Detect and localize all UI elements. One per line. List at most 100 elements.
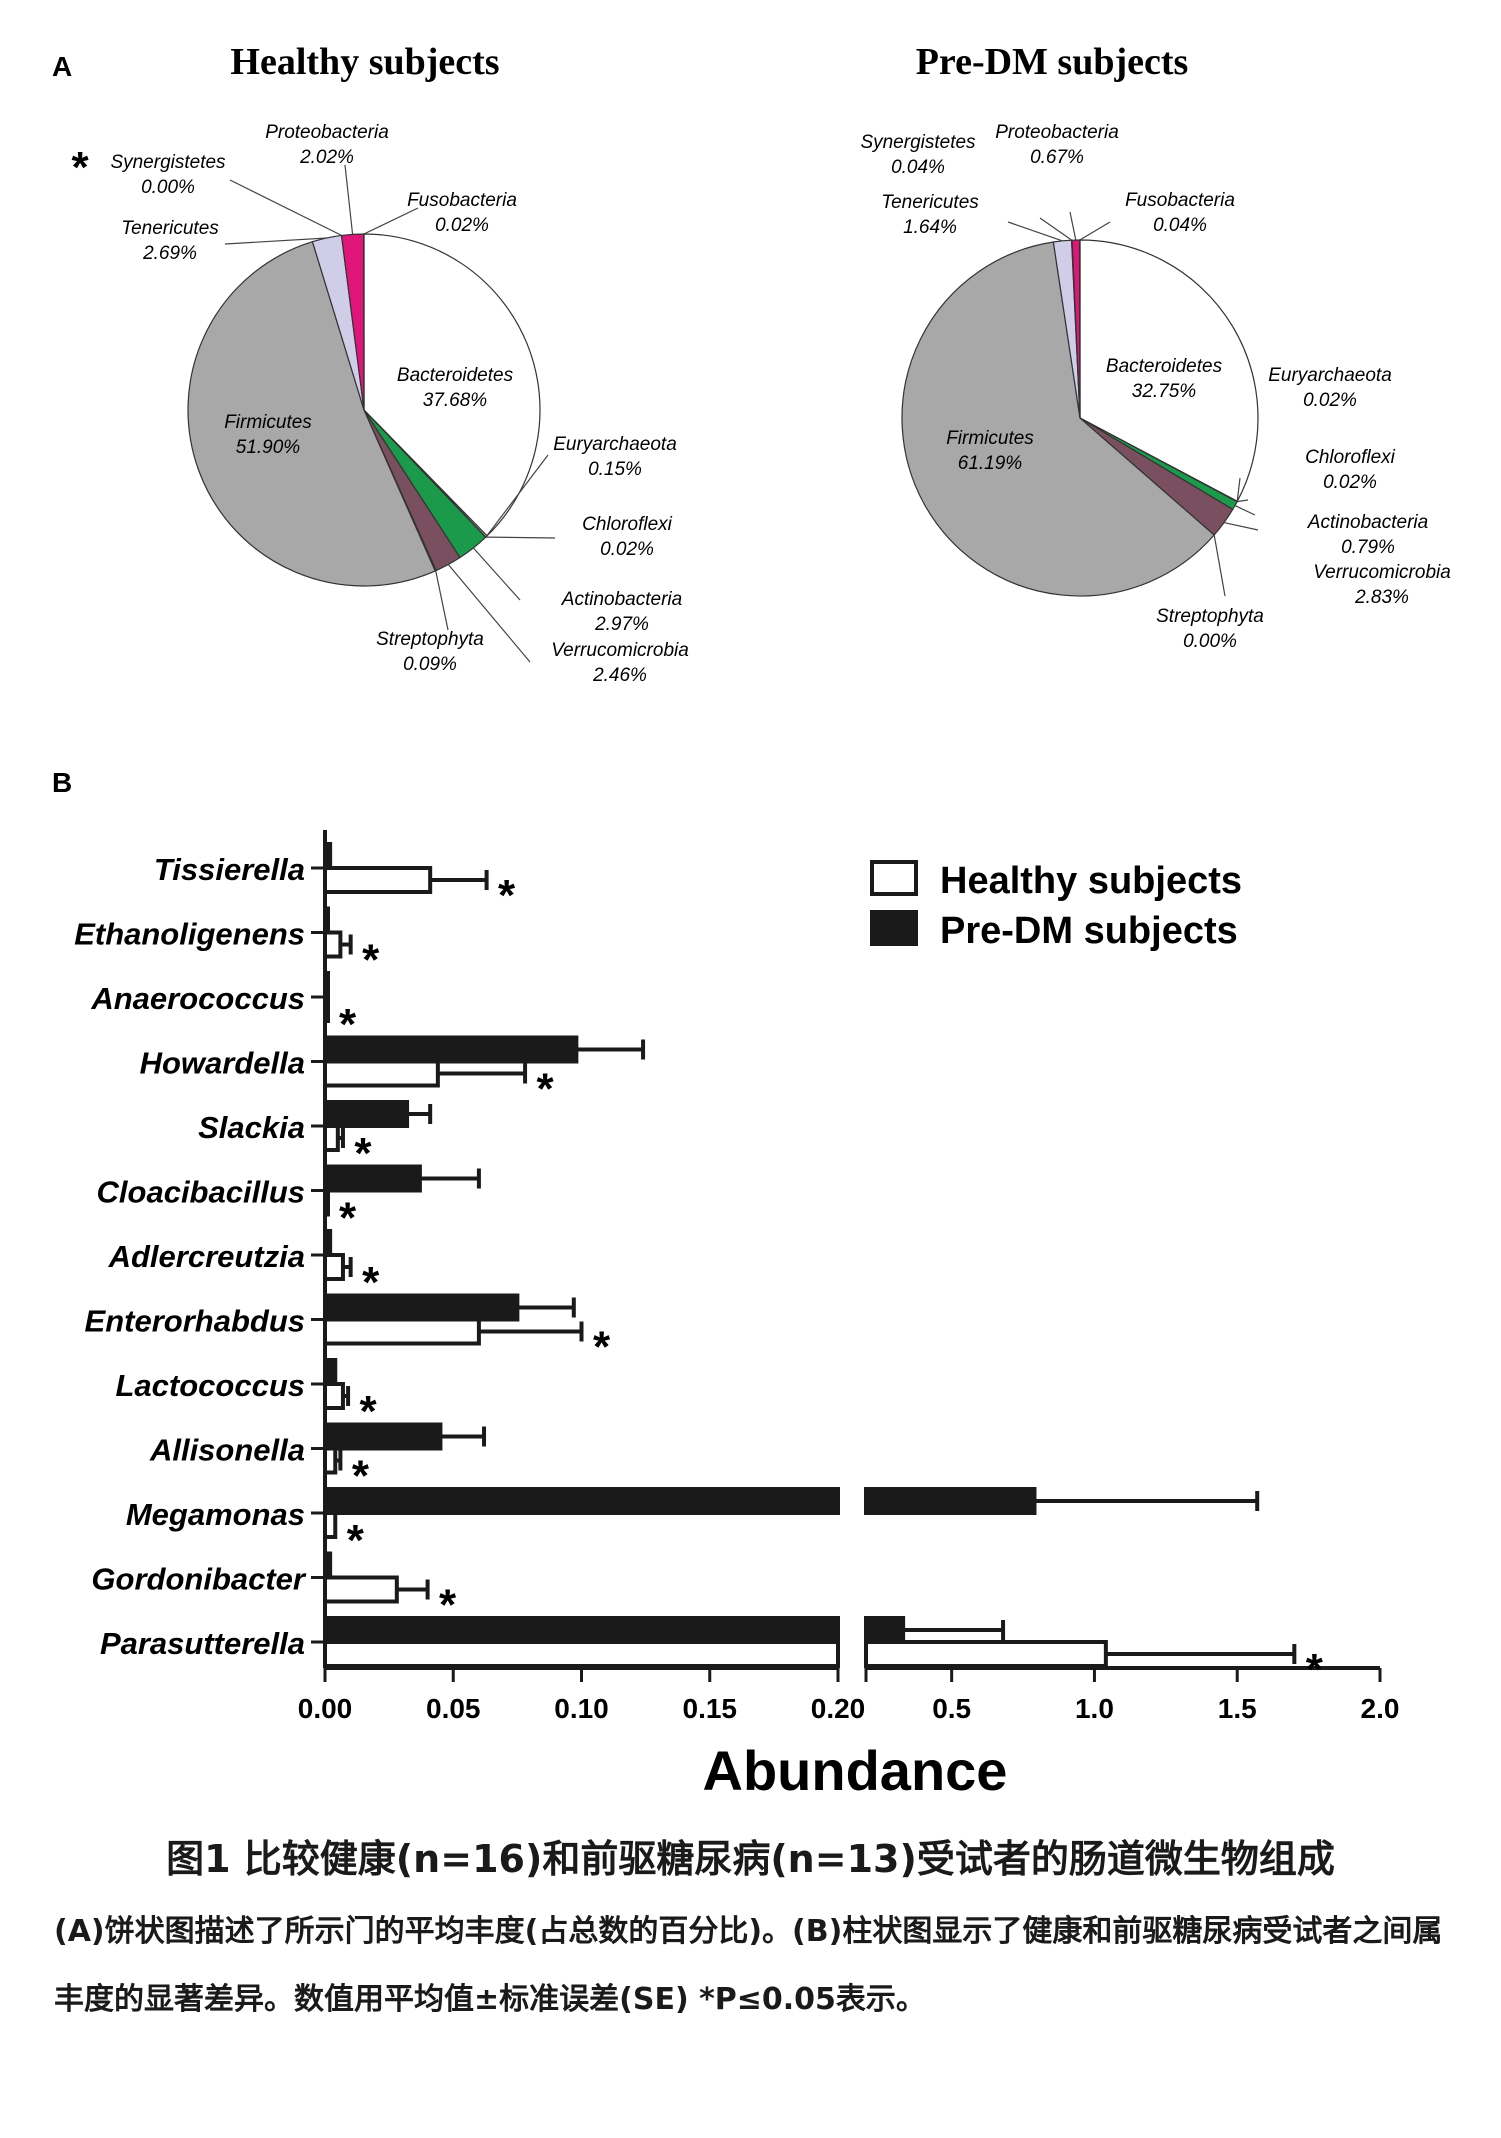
healthy-label-bacteroidetes: Bacteroidetes — [397, 365, 514, 386]
healthy-value-tenericutes: 2.69% — [142, 243, 197, 264]
bar-chart-marks: ************* — [323, 842, 1324, 1694]
bar-chart-tick-labels: 0.00 0.05 0.10 0.15 0.20 0.5 1.0 1.5 2.0 — [298, 1693, 1400, 1724]
predm-leader-streptophyta — [1213, 534, 1226, 597]
healthy-label-actinobacteria: Actinobacteria — [561, 589, 682, 610]
predm-label-chloroflexi: Chloroflexi — [1305, 447, 1396, 468]
significance-star-tissierella: * — [498, 871, 516, 920]
healthy-value-firmicutes: 51.90% — [236, 437, 301, 458]
predm-value-synergistetes: 0.04% — [891, 157, 945, 178]
category-label-gordonibacter: Gordonibacter — [91, 1562, 307, 1597]
category-label-parasutterella: Parasutterella — [100, 1626, 305, 1661]
category-label-allisonella: Allisonella — [149, 1433, 305, 1468]
predm-label-actinobacteria: Actinobacteria — [1307, 512, 1428, 533]
healthy-adlercreutzia-bar — [323, 1253, 345, 1281]
healthy-slackia-bar — [323, 1124, 340, 1152]
healthy-lactococcus-bar — [323, 1382, 345, 1410]
category-label-lactococcus: Lactococcus — [115, 1368, 305, 1403]
predm-lactococcus-bar — [323, 1358, 338, 1386]
healthy-tissierella-bar — [323, 866, 433, 894]
bar-chart-legend: Healthy subjects Pre-DM subjects — [870, 860, 1242, 952]
predm-slackia-bar — [323, 1100, 410, 1128]
predm-value-proteobacteria: 0.67% — [1030, 147, 1084, 168]
predm-pie-title: Pre-DM subjects — [916, 41, 1189, 83]
figure-caption-body: (A)饼状图描述了所示门的平均丰度(占总数的百分比)。(B)柱状图显示了健康和前… — [54, 1914, 1443, 2017]
healthy-label-tenericutes: Tenericutes — [121, 218, 219, 239]
predm-value-actinobacteria: 0.79% — [1341, 537, 1395, 558]
x-tick-label: 1.5 — [1218, 1693, 1257, 1724]
category-label-ethanoligenens: Ethanoligenens — [74, 917, 305, 952]
healthy-allisonella-bar — [323, 1446, 338, 1475]
predm-value-streptophyta: 0.00% — [1183, 631, 1237, 652]
healthy-pie-title: Healthy subjects — [230, 41, 499, 83]
predm-pie-slices — [901, 239, 1259, 597]
predm-leader-actinobacteria — [1234, 505, 1256, 516]
healthy-value-fusobacteria: 0.02% — [435, 215, 489, 236]
category-label-tissierella: Tissierella — [154, 852, 305, 887]
predm-label-streptophyta: Streptophyta — [1156, 606, 1264, 627]
healthy-pie-labels: Bacteroidetes 37.68% Euryarchaeota 0.15% Chl… — [71, 122, 688, 686]
healthy-value-chloroflexi: 0.02% — [600, 539, 654, 560]
predm-allisonella-bar — [323, 1422, 443, 1451]
category-label-howardella: Howardella — [140, 1046, 305, 1081]
predm-pie-labels: Bacteroidetes 32.75% Euryarchaeota 0.02% Chl… — [860, 122, 1450, 652]
predm-label-firmicutes: Firmicutes — [946, 428, 1034, 449]
predm-leader-verrucomicrobia — [1223, 522, 1259, 531]
predm-leader-chloroflexi — [1237, 499, 1249, 503]
healthy-enterorhabdus-bar — [323, 1317, 481, 1346]
healthy-anaerococcus-bar — [323, 995, 330, 1023]
figure-caption-title: 图1 比较健康(n=16)和前驱糖尿病(n=13)受试者的肠道微生物组成 — [166, 1837, 1335, 1881]
healthy-pie-chart: Healthy subjects Bacteroidetes 37.68% Eury… — [71, 41, 688, 686]
predm-megamonas-bar-part-2 — [864, 1487, 1037, 1515]
healthy-label-euryarchaeota: Euryarchaeota — [553, 434, 677, 455]
bar-chart-category-labels: Tissierella Ethanoligenens Anaerococcus How… — [74, 852, 307, 1661]
healthy-value-actinobacteria: 2.97% — [594, 614, 649, 635]
healthy-label-proteobacteria: Proteobacteria — [265, 122, 389, 143]
x-tick-label: 0.10 — [554, 1693, 609, 1724]
predm-value-verrucomicrobia: 2.83% — [1354, 587, 1409, 608]
healthy-ethanoligenens-bar — [323, 930, 343, 959]
bar-chart-axes — [311, 830, 1382, 1682]
healthy-slice-firmicutes — [187, 240, 437, 587]
predm-gordonibacter-bar — [323, 1551, 333, 1580]
significance-star-cloacibacillus: * — [339, 1194, 357, 1243]
x-tick-label: 0.5 — [932, 1693, 971, 1724]
predm-label-euryarchaeota: Euryarchaeota — [1268, 365, 1392, 386]
predm-leader-fusobacteria — [1079, 221, 1111, 241]
healthy-howardella-bar — [323, 1059, 440, 1088]
healthy-leader-proteobacteria — [344, 164, 354, 235]
predm-pie-chart: Pre-DM subjects Bacteroidetes 32.75% Eurya… — [860, 41, 1450, 652]
healthy-leader-streptophyta — [435, 570, 449, 631]
predm-parasutterella-bar-part-2 — [864, 1616, 906, 1644]
healthy-value-euryarchaeota: 0.15% — [588, 459, 642, 480]
healthy-cloacibacillus-bar — [323, 1188, 330, 1217]
predm-label-fusobacteria: Fusobacteria — [1125, 190, 1235, 211]
predm-megamonas-bar-part-1 — [323, 1487, 840, 1515]
healthy-label-verrucomicrobia: Verrucomicrobia — [551, 640, 689, 661]
panel-b-letter: B — [52, 767, 72, 798]
x-tick-label: 1.0 — [1075, 1693, 1114, 1724]
healthy-value-bacteroidetes: 37.68% — [423, 390, 488, 411]
healthy-parasutterella-bar-part-1 — [323, 1640, 840, 1668]
category-label-anaerococcus: Anaerococcus — [90, 981, 305, 1016]
category-label-adlercreutzia: Adlercreutzia — [108, 1239, 305, 1274]
legend-swatch-healthy — [870, 860, 918, 896]
predm-enterorhabdus-bar — [323, 1293, 520, 1322]
predm-label-synergistetes: Synergistetes — [860, 132, 976, 153]
healthy-label-chloroflexi: Chloroflexi — [582, 514, 673, 535]
x-tick-label: 0.20 — [811, 1693, 866, 1724]
predm-tissierella-bar — [323, 842, 333, 870]
predm-leader-synergistetes — [1039, 217, 1073, 241]
legend-swatch-predm — [870, 910, 918, 946]
healthy-value-proteobacteria: 2.02% — [299, 147, 354, 168]
legend-label-healthy: Healthy subjects — [940, 860, 1242, 902]
predm-value-firmicutes: 61.19% — [958, 453, 1023, 474]
predm-parasutterella-bar-part-1 — [323, 1616, 840, 1644]
predm-value-fusobacteria: 0.04% — [1153, 215, 1207, 236]
x-tick-label: 0.05 — [426, 1693, 481, 1724]
x-tick-label: 2.0 — [1361, 1693, 1400, 1724]
healthy-value-synergistetes: 0.00% — [141, 177, 195, 198]
healthy-value-verrucomicrobia: 2.46% — [592, 665, 647, 686]
predm-label-bacteroidetes: Bacteroidetes — [1106, 356, 1223, 377]
predm-adlercreutzia-bar — [323, 1229, 333, 1257]
healthy-megamonas-bar — [323, 1511, 338, 1539]
